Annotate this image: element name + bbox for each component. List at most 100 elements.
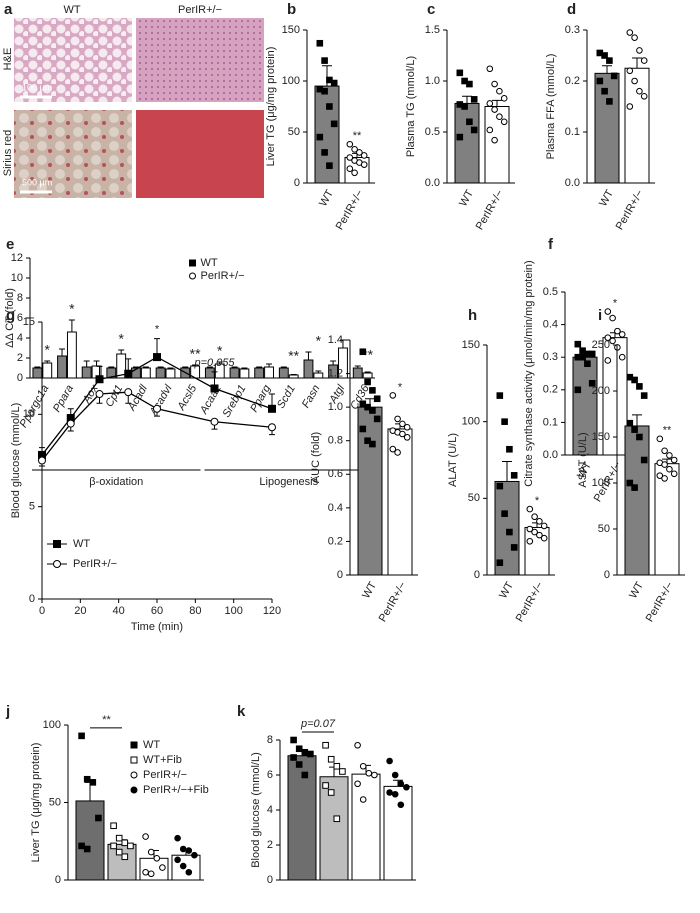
panel-letter: h: [468, 307, 477, 324]
y-tick-label: 0: [294, 177, 300, 189]
x-tick-label: Cpt1: [103, 383, 125, 409]
error-bar: [118, 349, 125, 354]
x-tick-label: 120: [263, 605, 281, 617]
y-tick-label: 2: [267, 839, 273, 851]
data-point: [346, 140, 354, 148]
bar: [32, 367, 43, 379]
data-point: [268, 404, 276, 413]
data-point: [496, 392, 504, 399]
data-point: [78, 732, 85, 740]
data-point: [389, 445, 397, 453]
x-tick-label: 100: [224, 605, 242, 617]
y-tick-label: 2: [17, 352, 23, 364]
data-point: [327, 789, 335, 796]
data-point: [631, 77, 638, 85]
data-point: [640, 392, 648, 399]
data-point: [486, 65, 494, 73]
bar: [264, 366, 274, 379]
y-tick-label: 100: [592, 477, 610, 489]
data-point: [301, 748, 309, 756]
data-point: [470, 126, 478, 134]
annotation: **: [362, 347, 373, 363]
data-point: [210, 384, 219, 393]
data-point: [666, 465, 673, 473]
y-tick-label: 0.2: [543, 384, 558, 396]
error-bar: [241, 367, 248, 369]
error-bar: [364, 371, 371, 373]
y-tick-label: 0.0: [543, 449, 558, 461]
x-tick-label: Scd1: [275, 383, 298, 411]
data-point: [584, 360, 591, 368]
y-axis-label: Blood glucose (mmol/L): [10, 403, 22, 519]
data-point: [640, 456, 648, 464]
data-point: [536, 531, 543, 539]
y-tick-label: 0.3: [565, 24, 580, 36]
y-tick-label: 1.5: [425, 24, 440, 36]
annotation: p=0.07: [300, 718, 336, 730]
bar: [624, 67, 650, 184]
error-bar: [354, 365, 361, 368]
error-bar: [44, 360, 51, 363]
bar: [204, 367, 215, 379]
data-point: [346, 165, 354, 173]
error-bar: [83, 360, 90, 367]
annotation: **: [288, 348, 299, 364]
panel-letter: k: [237, 703, 246, 720]
error-bar: [632, 414, 642, 426]
panel-a: a WT PerIR+/− H&E Sirius red 100 μm 500 …: [2, 1, 264, 198]
bar: [66, 331, 77, 379]
y-tick-label: 0.8: [328, 435, 343, 447]
data-point: [626, 479, 634, 487]
data-point: [526, 505, 534, 513]
error-bar: [315, 370, 322, 373]
data-point: [510, 472, 518, 479]
data-point: [403, 434, 411, 441]
micrograph: [14, 110, 132, 198]
panel-letter: d: [567, 1, 576, 18]
y-axis-label: ΔΔ CT (fold): [4, 288, 16, 348]
data-point: [321, 149, 328, 156]
y-tick-label: 100: [282, 75, 300, 87]
bar: [288, 374, 299, 379]
y-tick-label: 15: [23, 316, 35, 328]
scale-label: 100 μm: [22, 82, 52, 92]
data-point: [399, 430, 406, 438]
y-tick-label: 0.4: [543, 319, 558, 331]
data-point: [115, 834, 123, 842]
error-bar: [216, 361, 223, 364]
x-tick-label: WT: [360, 580, 379, 601]
data-point: [540, 534, 548, 542]
data-point: [330, 79, 338, 87]
x-tick-label: PerIR+/−: [474, 188, 506, 232]
legend-label: PerIR+/−: [201, 270, 245, 282]
y-tick-label: 50: [288, 126, 300, 138]
x-tick-label: Ppargc1a: [17, 383, 51, 430]
data-point: [397, 801, 405, 809]
data-point: [456, 69, 464, 77]
y-tick-label: 200: [592, 385, 610, 397]
y-tick-label: 12: [11, 252, 23, 264]
y-axis-label: Liver TG (μg/mg protein): [265, 47, 277, 167]
data-point: [506, 445, 513, 453]
bar: [454, 102, 480, 184]
error-bar: [462, 95, 472, 104]
data-point: [531, 528, 538, 536]
y-tick-label: 0: [29, 593, 35, 605]
y-tick-label: 0: [337, 569, 343, 581]
data-point: [147, 870, 155, 878]
bar: [357, 406, 383, 576]
x-tick-label: PerIR+/−: [377, 580, 409, 624]
data-point: [386, 757, 393, 765]
data-point: [364, 403, 371, 411]
y-tick-label: 50: [598, 523, 610, 535]
y-tick-label: 6: [267, 769, 273, 781]
data-point: [369, 407, 376, 414]
error-bar: [59, 348, 66, 356]
error-bar: [206, 366, 213, 368]
y-tick-label: 0.4: [328, 502, 343, 514]
data-point: [466, 118, 473, 126]
error-bar: [192, 364, 199, 366]
y-tick-label: 1.0: [328, 401, 343, 413]
data-point: [174, 856, 181, 864]
